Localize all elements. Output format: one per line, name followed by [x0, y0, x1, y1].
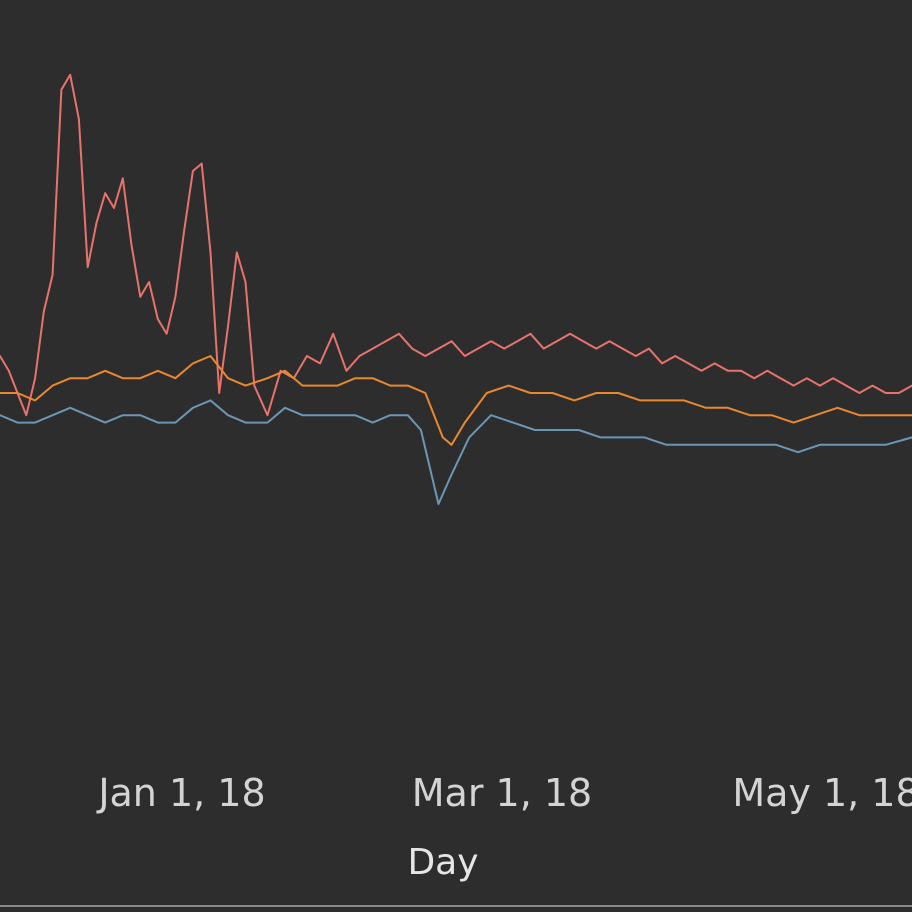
- x-tick-label-may: May 1, 18: [732, 771, 912, 815]
- x-axis: Jan 1, 18 Mar 1, 18 May 1, 18 Day: [96, 771, 912, 883]
- x-tick-label-jan: Jan 1, 18: [96, 771, 265, 815]
- series-line-2: [0, 355, 912, 446]
- series-line-1: [0, 73, 912, 417]
- series-layer: [0, 73, 912, 505]
- x-tick-label-mar: Mar 1, 18: [412, 771, 592, 815]
- x-axis-title: Day: [407, 842, 478, 883]
- series-line-3: [0, 399, 912, 505]
